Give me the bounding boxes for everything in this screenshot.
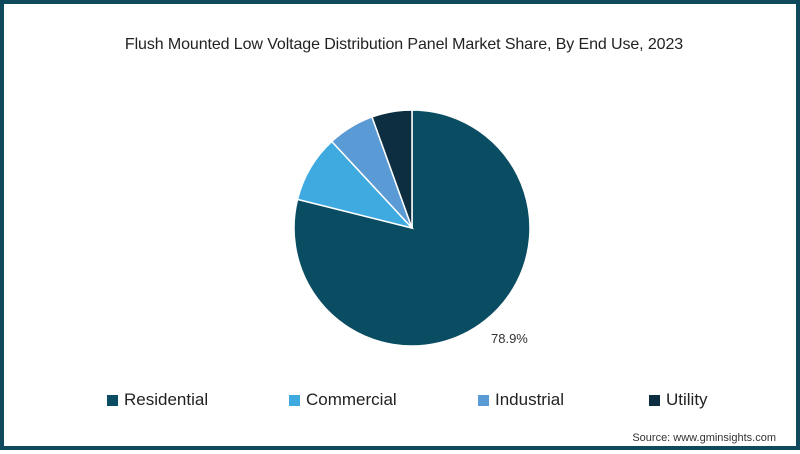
legend-label: Commercial: [306, 390, 397, 409]
legend-label: Utility: [666, 390, 708, 409]
pie-slice-residential: [293, 109, 531, 347]
legend-item-industrial: Industrial: [478, 390, 564, 410]
pie-chart: [293, 109, 531, 347]
pie-slices: [293, 109, 531, 347]
legend-swatch-residential: [107, 394, 118, 406]
legend-label: Industrial: [495, 390, 564, 409]
legend-item-residential: Residential: [107, 390, 208, 410]
legend-item-commercial: Commercial: [289, 390, 397, 410]
residential-data-label: 78.9%: [491, 331, 528, 346]
legend-item-utility: Utility: [649, 390, 708, 410]
legend-swatch-utility: [649, 394, 660, 406]
chart-title: Flush Mounted Low Voltage Distribution P…: [124, 36, 684, 53]
source-note: Source: www.gminsights.com: [632, 432, 776, 444]
chart-legend: Residential Commercial Industrial Utilit…: [4, 390, 800, 410]
pie-slice-utility: [371, 109, 413, 229]
legend-swatch-industrial: [478, 394, 489, 406]
legend-swatch-commercial: [289, 394, 300, 406]
legend-label: Residential: [124, 390, 209, 409]
